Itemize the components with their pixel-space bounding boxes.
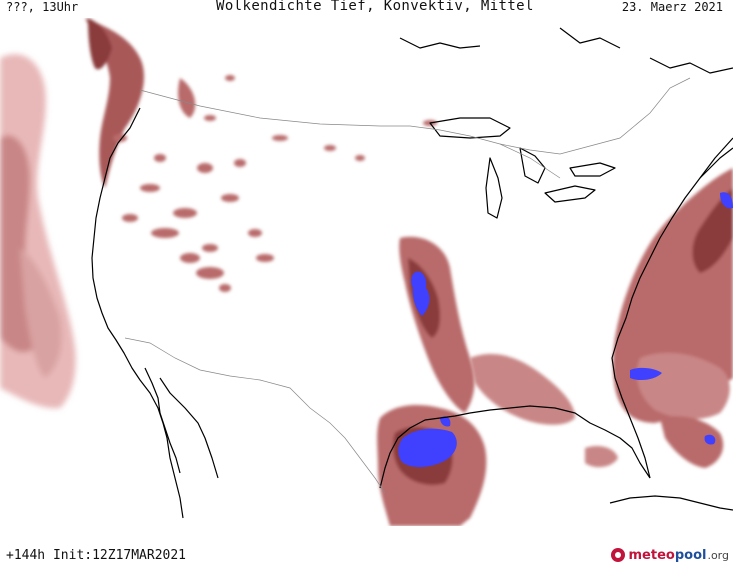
map-header: ???, 13Uhr Wolkendichte Tief, Konvektiv,…: [0, 0, 733, 18]
brand-part-org: .org: [707, 548, 729, 562]
cloud-density-map: [0, 18, 733, 526]
forecast-init-info: +144h Init:12Z17MAR2021: [6, 548, 187, 563]
brand-part-meteo: meteo: [628, 547, 675, 563]
brand-part-pool: pool: [674, 547, 707, 563]
valid-date: 23. Maerz 2021: [621, 0, 723, 14]
cloud-field-west-interior: [113, 75, 437, 292]
map-title: Wolkendichte Tief, Konvektiv, Mittel: [216, 0, 534, 14]
coastlines: [91, 27, 733, 519]
political-borders: [124, 77, 691, 494]
meteopool-logo-link[interactable]: meteo pool .org: [610, 546, 729, 564]
map-footer: +144h Init:12Z17MAR2021 meteo pool .org: [0, 526, 733, 566]
cloud-field-southern-plains: [399, 236, 475, 413]
cloud-field-atlantic: [613, 168, 733, 468]
meteopool-logo-icon: [610, 548, 625, 562]
cloud-field-northwest: [85, 18, 196, 188]
cloud-field-pacific: [0, 54, 76, 409]
valid-day-time: ???, 13Uhr: [6, 0, 79, 14]
convective-cells: [398, 192, 733, 468]
